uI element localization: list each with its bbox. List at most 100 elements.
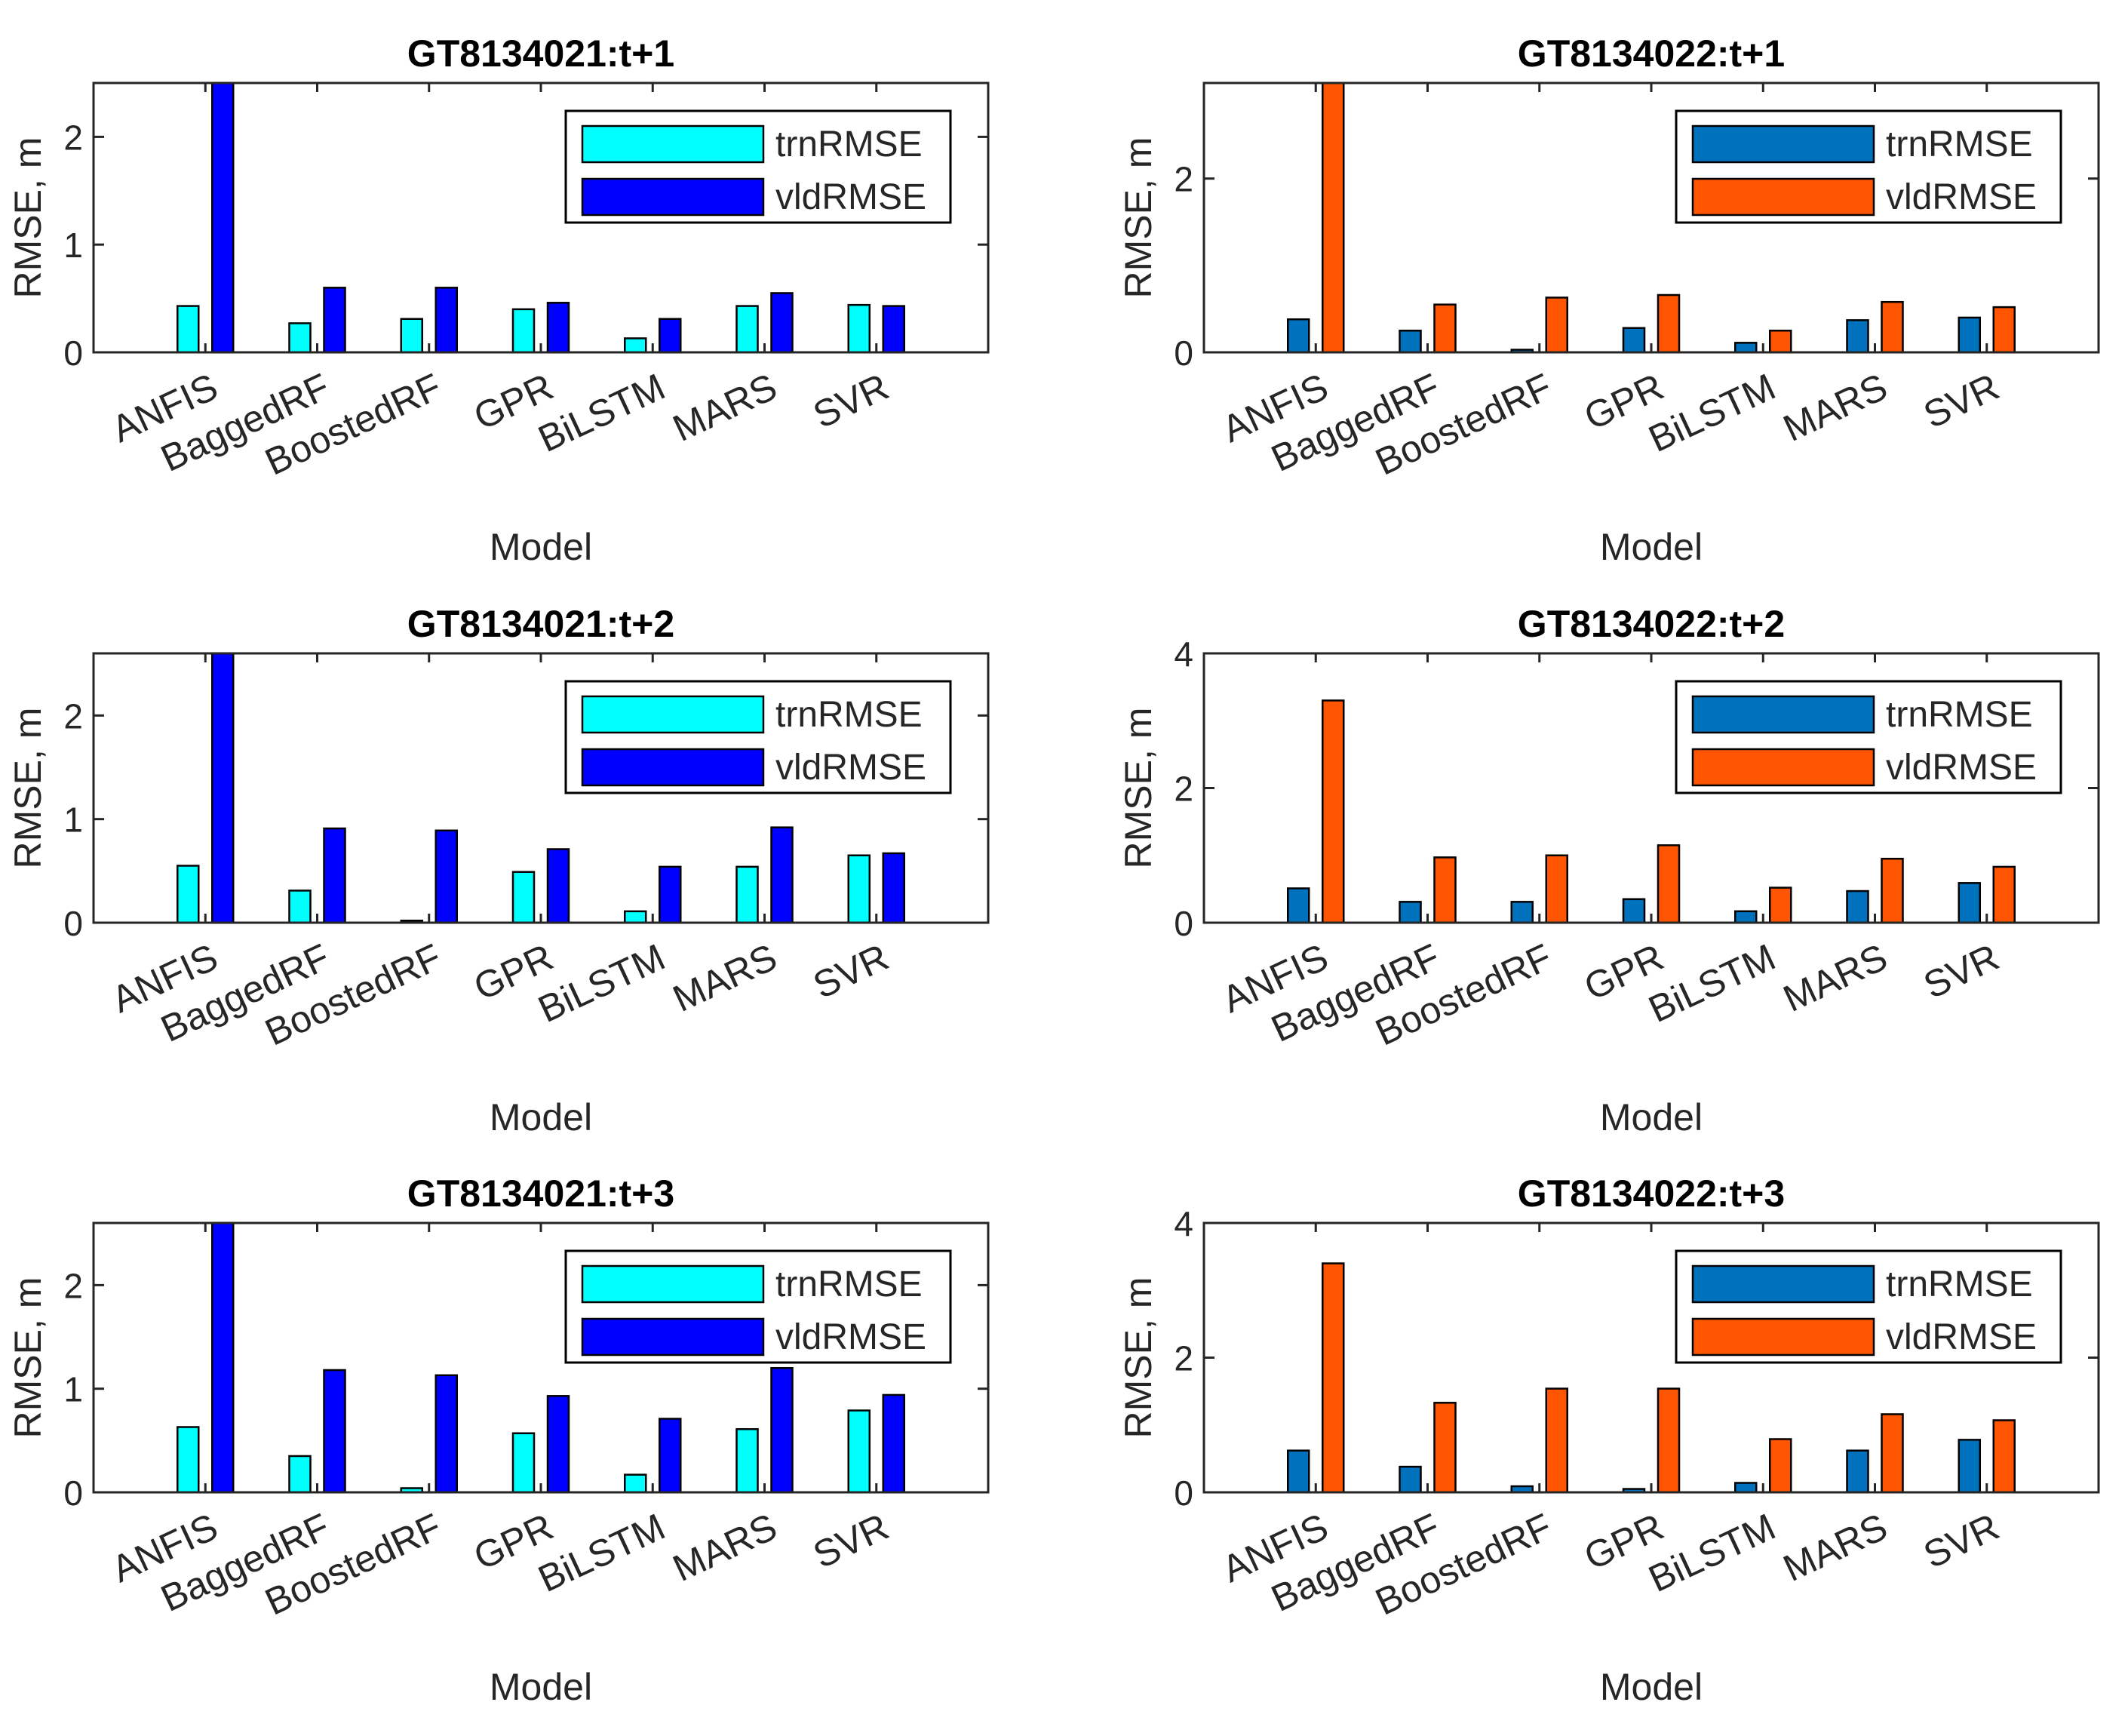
y-tick-label: 0 [1174, 1473, 1193, 1513]
legend-swatch-vldRMSE [1691, 177, 1875, 217]
x-tick-label: BiLSTM [532, 1505, 671, 1600]
x-axis-label: Model [490, 1096, 592, 1138]
x-tick-label: BiLSTM [1642, 1505, 1782, 1600]
bar-vldRMSE-ANFIS [211, 653, 235, 923]
legend-swatch-trnRMSE [581, 1264, 765, 1304]
legend-swatch-trnRMSE [581, 695, 765, 734]
legend-label-vldRMSE: vldRMSE [1886, 177, 2037, 217]
bar-trnRMSE-GPR [511, 1432, 536, 1492]
bar-trnRMSE-BiLSTM [624, 337, 647, 352]
bar-trnRMSE-MARS [1846, 1449, 1869, 1492]
bar-trnRMSE-BiLSTM [1734, 1482, 1758, 1492]
x-axis-label: Model [490, 1666, 592, 1708]
bars [1287, 83, 2016, 352]
y-tick-label: 1 [63, 800, 83, 840]
x-tick-label: MARS [667, 365, 784, 450]
bar-trnRMSE-ANFIS [1287, 318, 1310, 352]
bar-vldRMSE-GPR [1657, 1387, 1681, 1492]
bar-vldRMSE-MARS [1881, 857, 1904, 923]
bar-vldRMSE-BiLSTM [659, 1418, 682, 1492]
bar-vldRMSE-ANFIS [1322, 1262, 1345, 1492]
x-tick-label: BiLSTM [1642, 936, 1782, 1031]
bar-vldRMSE-MARS [770, 826, 794, 923]
bar-vldRMSE-GPR [1657, 293, 1681, 352]
bar-trnRMSE-SVR [847, 303, 871, 352]
x-tick-label: BiLSTM [532, 365, 671, 460]
y-tick-label: 2 [1174, 160, 1193, 199]
bar-vldRMSE-SVR [882, 852, 905, 923]
legend: trnRMSE vldRMSE [564, 1249, 952, 1364]
chart-title: GT8134022:t+1 [1518, 32, 1785, 75]
x-tick-label: SVR [807, 1505, 895, 1576]
y-axis-label: RMSE, m [1117, 137, 1159, 299]
bar-vldRMSE-BaggedRF [1433, 303, 1457, 352]
bar-trnRMSE-SVR [1958, 1439, 1981, 1492]
chart-title: GT8134021:t+2 [407, 603, 674, 645]
bars [177, 1223, 905, 1492]
bar-trnRMSE-SVR [847, 854, 871, 923]
bar-trnRMSE-BaggedRF [288, 1455, 312, 1492]
x-axis-label: Model [490, 526, 592, 568]
y-tick-label: 2 [63, 696, 83, 736]
y-axis-label: RMSE, m [7, 708, 49, 869]
x-tick-label: SVR [807, 365, 895, 436]
bar-trnRMSE-MARS [1846, 319, 1869, 352]
bar-trnRMSE-BiLSTM [1734, 910, 1758, 923]
legend-swatch-vldRMSE [1691, 748, 1875, 787]
y-tick-label: 4 [1174, 1204, 1193, 1243]
chart-title: GT8134021:t+3 [407, 1172, 674, 1215]
bar-vldRMSE-SVR [882, 305, 905, 352]
x-axis-label: Model [1600, 526, 1703, 568]
chart-title: GT8134022:t+3 [1518, 1172, 1785, 1215]
legend-label-trnRMSE: trnRMSE [1886, 695, 2033, 735]
x-tick-label: BiLSTM [1642, 365, 1782, 460]
legend-label-vldRMSE: vldRMSE [1886, 748, 2037, 788]
x-axis-label: Model [1600, 1096, 1703, 1138]
y-tick-label: 0 [63, 904, 83, 943]
bar-vldRMSE-BoostedRF [435, 829, 458, 923]
bar-vldRMSE-BaggedRF [323, 1369, 346, 1492]
x-tick-label: BiLSTM [532, 936, 671, 1031]
bar-vldRMSE-GPR [546, 1395, 570, 1492]
y-tick-label: 0 [1174, 333, 1193, 373]
y-tick-label: 1 [63, 226, 83, 265]
bar-trnRMSE-BoostedRF [1510, 349, 1534, 352]
legend-label-vldRMSE: vldRMSE [775, 1317, 926, 1357]
legend-swatch-trnRMSE [1691, 1264, 1875, 1304]
bar-trnRMSE-BiLSTM [624, 910, 647, 923]
bars [1287, 1262, 2016, 1492]
bar-vldRMSE-ANFIS [1322, 83, 1345, 352]
bar-trnRMSE-BaggedRF [1399, 329, 1422, 352]
bar-vldRMSE-BiLSTM [659, 318, 682, 352]
y-axis-label: RMSE, m [1117, 708, 1159, 869]
bar-vldRMSE-MARS [770, 1366, 794, 1492]
bar-vldRMSE-BaggedRF [323, 827, 346, 923]
bar-vldRMSE-MARS [1881, 1413, 1904, 1492]
bar-trnRMSE-GPR [511, 871, 536, 923]
bar-trnRMSE-GPR [1622, 898, 1646, 923]
legend: trnRMSE vldRMSE [1675, 109, 2062, 224]
bar-vldRMSE-GPR [546, 302, 570, 352]
bar-trnRMSE-ANFIS [177, 865, 200, 923]
legend: trnRMSE vldRMSE [1675, 1249, 2062, 1364]
chart-title: GT8134022:t+2 [1518, 603, 1785, 645]
bar-vldRMSE-SVR [1992, 306, 2016, 352]
x-tick-label: MARS [667, 936, 784, 1020]
x-tick-label: SVR [1918, 365, 2006, 436]
x-tick-label: MARS [1777, 1505, 1894, 1590]
y-tick-label: 1 [63, 1370, 83, 1409]
bar-trnRMSE-SVR [1958, 882, 1981, 923]
y-axis-label: RMSE, m [7, 1277, 49, 1439]
chart-title: GT8134021:t+1 [407, 32, 674, 75]
legend-swatch-vldRMSE [581, 748, 765, 787]
legend-swatch-trnRMSE [1691, 124, 1875, 164]
legend-label-trnRMSE: trnRMSE [1886, 124, 2033, 164]
y-tick-label: 2 [1174, 1339, 1193, 1378]
legend-swatch-trnRMSE [581, 124, 765, 164]
y-axis-label: RMSE, m [1117, 1277, 1159, 1439]
bar-vldRMSE-BaggedRF [1433, 1402, 1457, 1492]
